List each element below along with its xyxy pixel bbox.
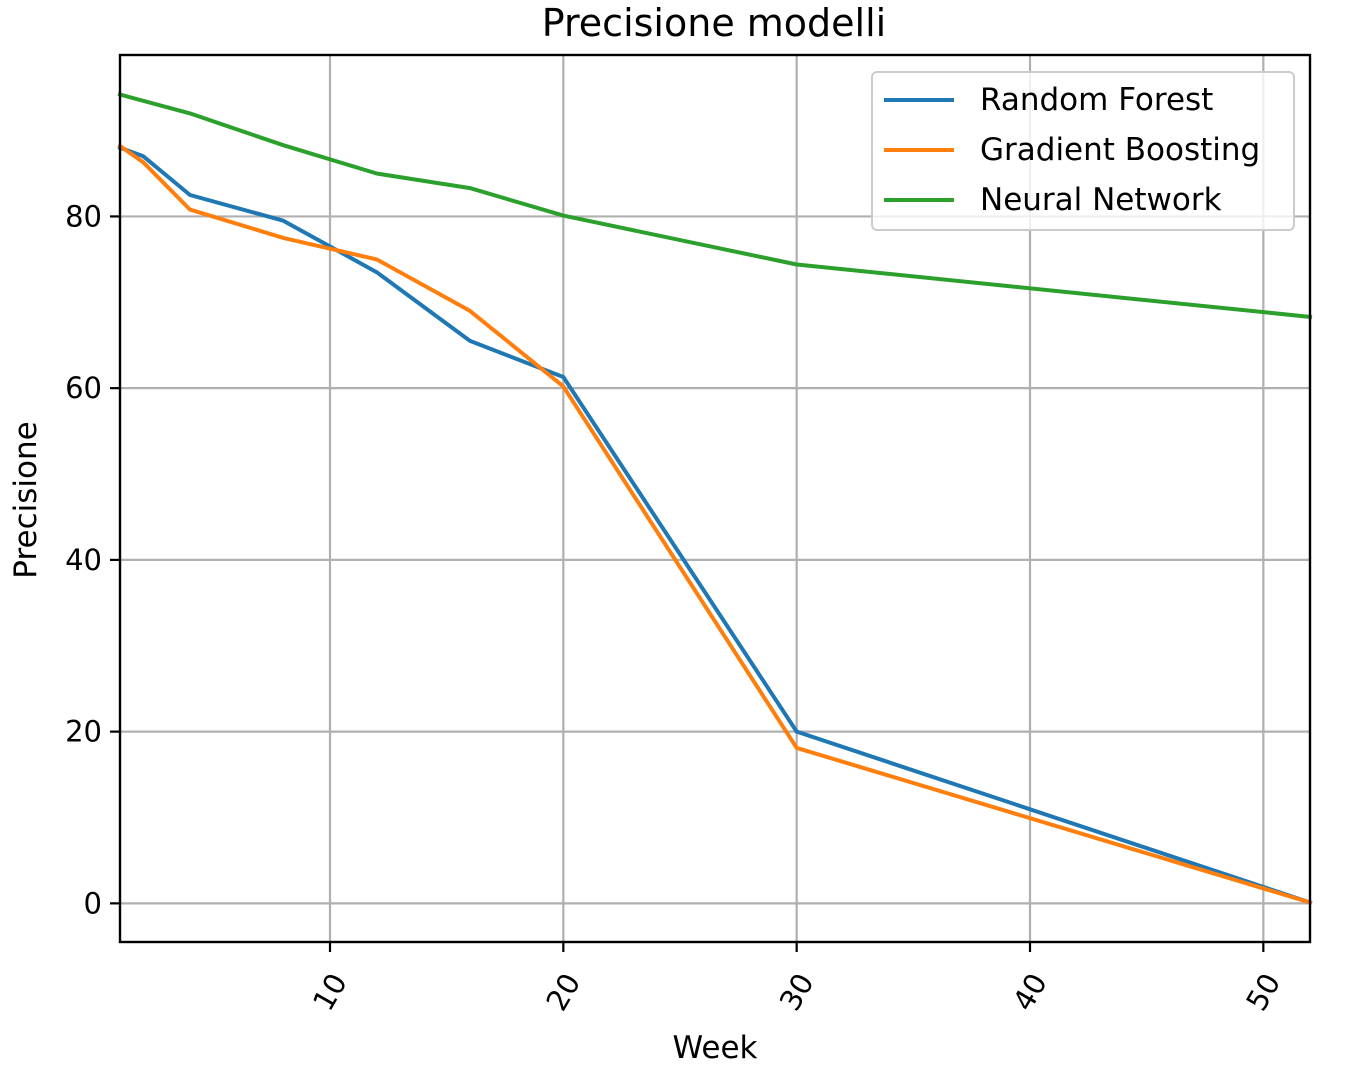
legend: Random Forest Gradient Boosting Neural Net…	[871, 71, 1295, 231]
legend-label: Random Forest	[980, 82, 1213, 118]
x-axis-label: Week	[673, 1030, 758, 1066]
plot-frame	[118, 53, 1312, 944]
legend-box	[871, 71, 1295, 231]
y-axis-label: Precisione	[8, 421, 44, 578]
y-tick-label: 40	[65, 543, 102, 577]
legend-label: Gradient Boosting	[980, 132, 1260, 168]
series-line-random-forest	[117, 145, 1313, 906]
y-axis-ticks: 0 20 40 60 80	[65, 199, 120, 920]
y-tick-label: 20	[65, 715, 102, 749]
chart-title: Precisione modelli	[542, 1, 886, 45]
series-line-gradient-boosting	[117, 143, 1313, 905]
y-tick-label: 80	[65, 199, 102, 233]
y-tick-label: 0	[84, 886, 102, 920]
y-tick-label: 60	[65, 371, 102, 405]
series-line-neural-network	[117, 92, 1313, 320]
legend-label: Neural Network	[980, 182, 1222, 218]
series-lines	[117, 92, 1313, 906]
